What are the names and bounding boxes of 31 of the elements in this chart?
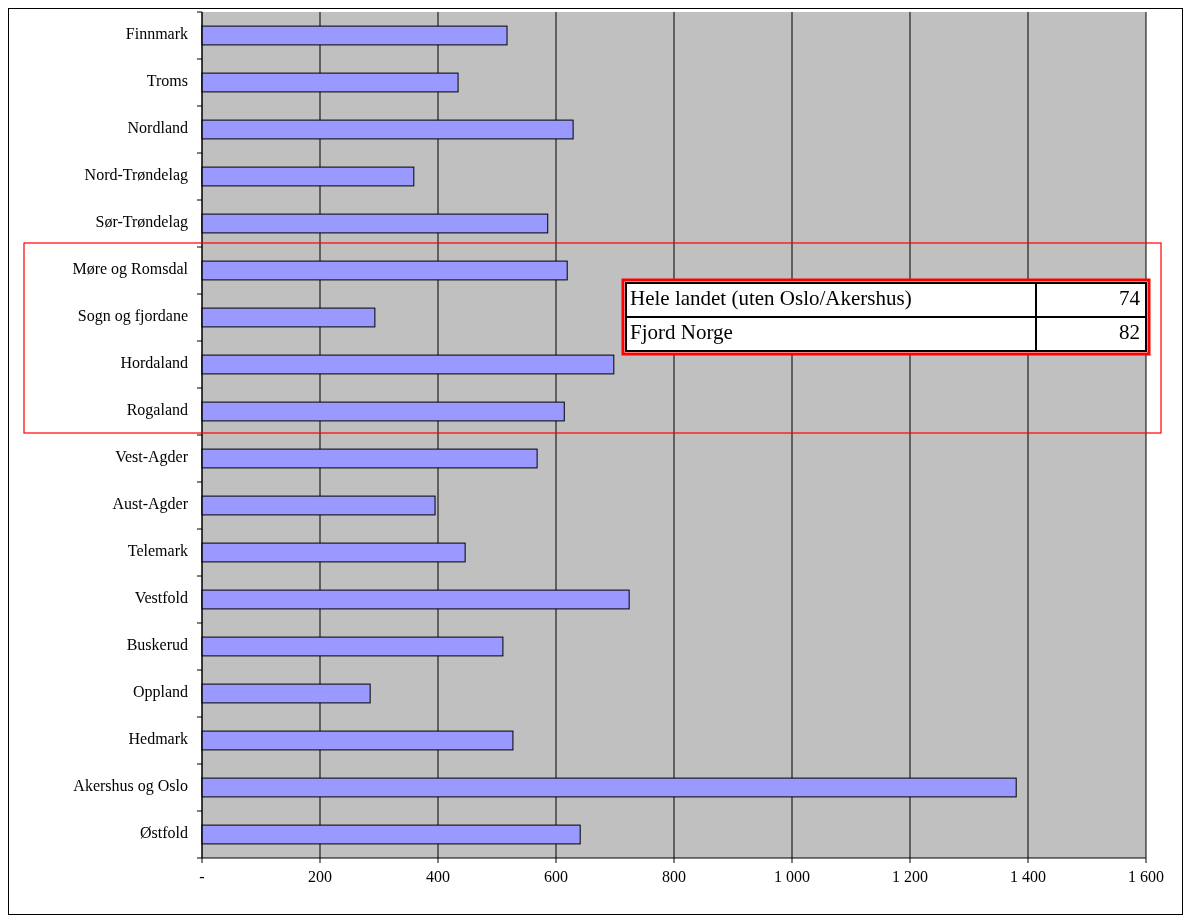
annotation: Hele landet (uten Oslo/Akershus) (630, 285, 912, 310)
annotation: 82 (1119, 319, 1140, 344)
x-tick-label: 400 (426, 868, 450, 885)
y-tick-label: Oppland (132, 683, 188, 702)
x-tick-label: 800 (662, 868, 686, 885)
y-tick-label: Nord-Trøndelag (84, 166, 188, 185)
x-tick-label: 1 000 (774, 868, 810, 885)
y-tick-label: Østfold (140, 824, 188, 842)
y-tick-label: Hordaland (120, 354, 188, 372)
x-tick-label: 600 (544, 868, 568, 885)
x-tick-label: 1 400 (1010, 868, 1046, 885)
x-tick-label: - (199, 868, 205, 885)
y-tick-label: Akershus og Oslo (73, 777, 188, 796)
y-tick-label: Møre og Romsdal (72, 260, 189, 279)
y-tick-label: Troms (146, 72, 188, 90)
y-tick-label: Nordland (127, 119, 188, 137)
y-tick-label: Hedmark (128, 730, 188, 748)
y-tick-label: Vest-Agder (115, 448, 189, 467)
y-tick-label: Buskerud (126, 636, 188, 654)
x-tick-label: 1 600 (1128, 868, 1164, 885)
x-tick-label: 200 (308, 868, 332, 885)
y-tick-label: Telemark (127, 542, 188, 560)
annotation: Fjord Norge (630, 319, 733, 344)
y-tick-label: Finnmark (125, 25, 188, 43)
y-tick-label: Sør-Trøndelag (95, 213, 188, 232)
y-tick-label: Rogaland (126, 401, 188, 420)
y-tick-label: Aust-Agder (112, 495, 189, 514)
y-tick-label: Sogn og fjordane (77, 307, 188, 326)
annotation: 74 (1119, 285, 1141, 310)
y-tick-label: Vestfold (134, 589, 188, 607)
x-tick-label: 1 200 (892, 868, 928, 885)
